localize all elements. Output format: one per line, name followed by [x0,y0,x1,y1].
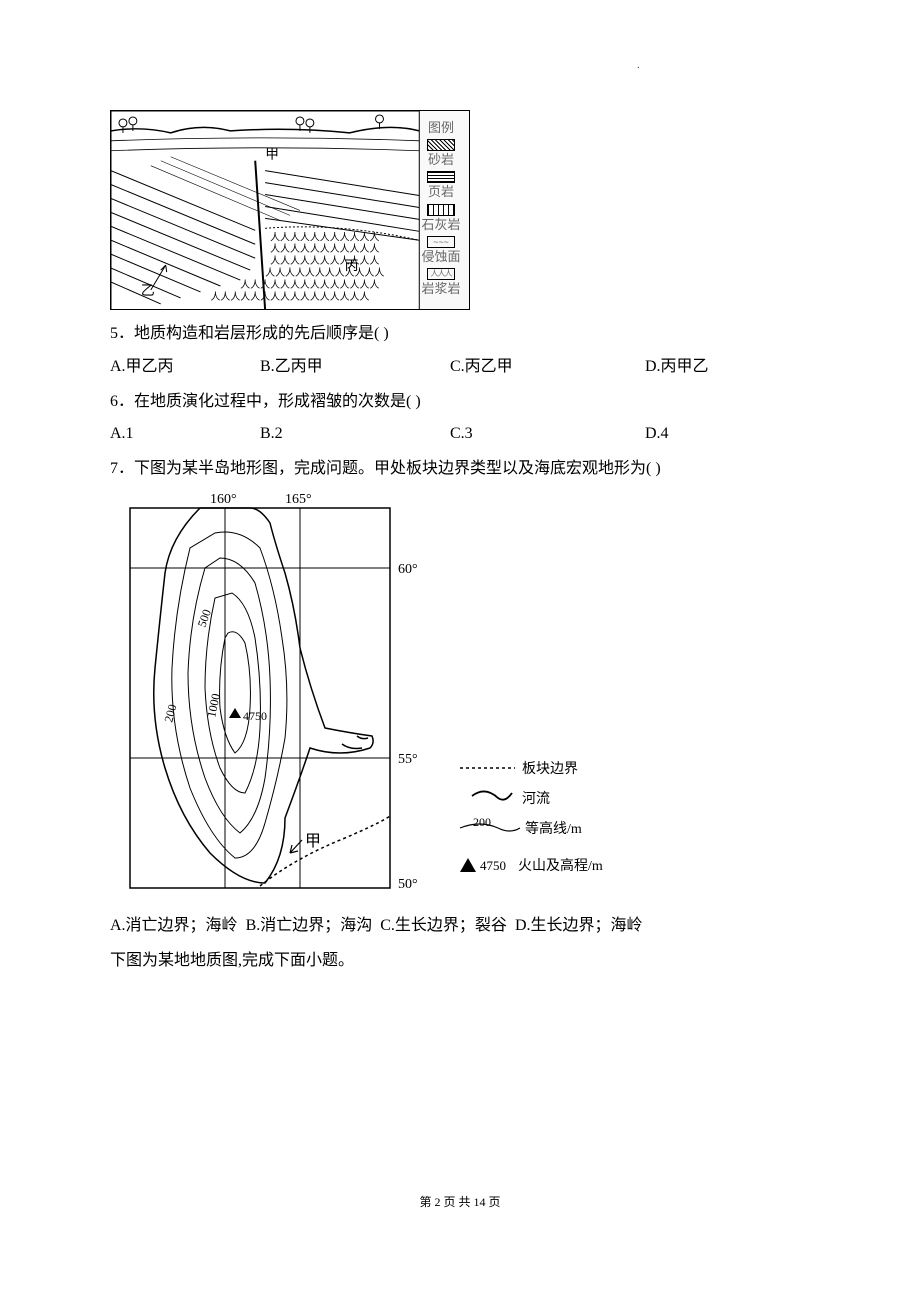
peninsula-svg: 160° 165° 60° 55° 50° 200 500 1000 4750 … [110,488,630,908]
q5-option-c[interactable]: C.丙乙甲 [450,353,645,382]
svg-text:板块边界: 板块边界 [522,761,578,777]
legend-title: 图例 [428,119,454,137]
legend-igneous: 人人人 岩浆岩 [421,268,460,298]
svg-text:等高线/m: 等高线/m [525,820,582,837]
label-yi: 乙 [141,283,155,299]
label-bing: 丙 [345,259,359,274]
svg-text:165°: 165° [285,492,312,507]
q5-option-a[interactable]: A.甲乙丙 [110,353,260,382]
legend-label-igneous: 岩浆岩 [421,281,460,296]
question-7-text: 7．下图为某半岛地形图，完成问题。甲处板块边界类型以及海底宏观地形为( ) [110,455,810,484]
q5-option-b[interactable]: B.乙丙甲 [260,353,450,382]
svg-text:人人人人人人人人人人人: 人人人人人人人人人人人 [270,255,379,267]
q5-option-d[interactable]: D.丙甲乙 [645,353,709,382]
question-6-options: A.1 B.2 C.3 D.4 [110,420,810,449]
question-7-options: A.消亡边界；海岭 B.消亡边界；海沟 C.生长边界；裂谷 D.生长边界；海岭 [110,912,810,941]
question-6-text: 6．在地质演化过程中，形成褶皱的次数是( ) [110,388,810,417]
svg-text:200: 200 [473,815,491,829]
svg-text:河流: 河流 [522,791,550,807]
next-section-text: 下图为某地地质图,完成下面小题。 [110,947,810,976]
svg-text:160°: 160° [210,492,237,507]
svg-text:55°: 55° [398,752,418,767]
svg-text:火山及高程/m: 火山及高程/m [518,857,603,874]
legend-label-sandstone: 砂岩 [428,152,454,167]
q6-option-b[interactable]: B.2 [260,420,450,449]
geological-cross-section-figure: 甲 人人人人人人人人人人人 人人人人人人人人人人人 人人人人人人人人人人人 人人… [110,110,470,310]
svg-text:甲: 甲 [305,833,321,850]
svg-text:人人人人人人人人人人人人人人人人: 人人人人人人人人人人人人人人人人 [210,290,369,302]
legend-label-limestone: 石灰岩 [421,217,460,232]
svg-text:人人人人人人人人人人人: 人人人人人人人人人人人 [270,243,379,255]
legend-erosion: ~~~ 侵蚀面 [421,236,460,266]
q7-option-a[interactable]: A.消亡边界；海岭 [110,912,238,941]
geological-legend: 图例 砂岩 页岩 石灰岩 ~~~ 侵蚀面 人人人 岩浆岩 [417,119,465,301]
peninsula-map-figure: 160° 165° 60° 55° 50° 200 500 1000 4750 … [110,488,630,908]
legend-limestone: 石灰岩 [421,204,460,234]
svg-text:50°: 50° [398,877,418,892]
svg-text:人人人人人人人人人人人人人人: 人人人人人人人人人人人人人人 [240,279,379,291]
svg-text:人人人人人人人人人人人: 人人人人人人人人人人人 [270,231,379,243]
svg-text:4750: 4750 [480,858,506,873]
label-jia: 甲 [265,147,279,162]
q6-option-c[interactable]: C.3 [450,420,645,449]
svg-text:4750: 4750 [243,709,267,723]
page-footer: 第 2 页 共 14 页 [0,1192,920,1214]
legend-label-shale: 页岩 [428,184,454,199]
q7-option-d[interactable]: D.生长边界；海岭 [515,912,643,941]
q6-option-d[interactable]: D.4 [645,420,669,449]
q6-option-a[interactable]: A.1 [110,420,260,449]
geological-svg: 甲 人人人人人人人人人人人 人人人人人人人人人人人 人人人人人人人人人人人 人人… [111,111,469,310]
q7-option-b[interactable]: B.消亡边界；海沟 [246,912,373,941]
q7-option-c[interactable]: C.生长边界；裂谷 [380,912,507,941]
legend-label-erosion: 侵蚀面 [421,249,460,264]
svg-text:人人人人人人人人人人人人: 人人人人人人人人人人人人 [265,267,384,279]
question-5-options: A.甲乙丙 B.乙丙甲 C.丙乙甲 D.丙甲乙 [110,353,810,382]
legend-shale: 页岩 [427,171,455,201]
svg-text:60°: 60° [398,562,418,577]
page-mark: · [637,60,640,78]
legend-sandstone: 砂岩 [427,139,455,169]
question-5-text: 5．地质构造和岩层形成的先后顺序是( ) [110,320,810,349]
